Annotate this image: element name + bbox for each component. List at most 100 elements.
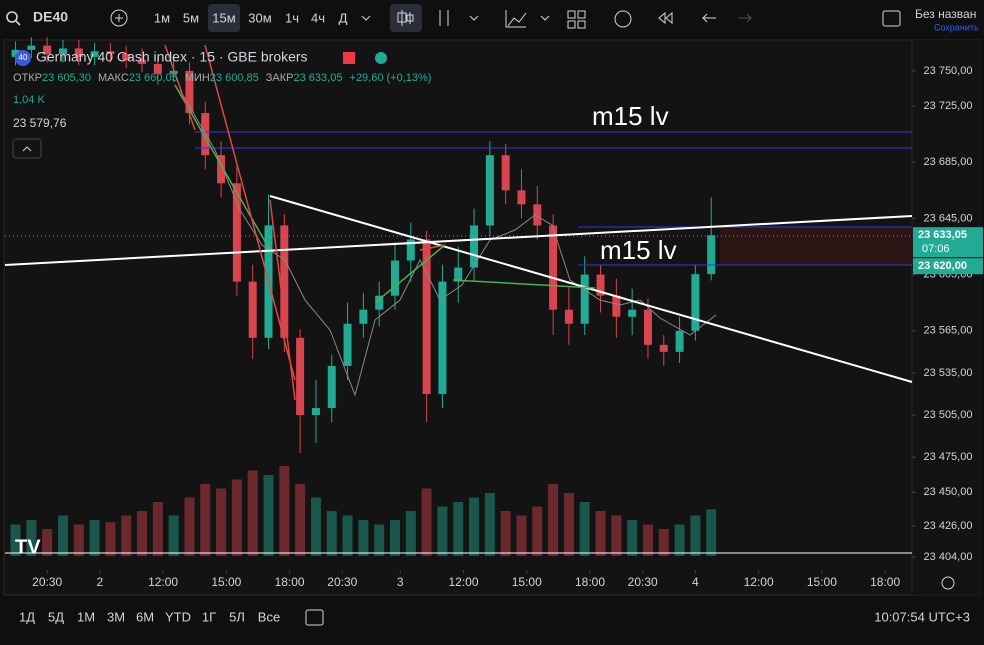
plot: 23 750,00 23 725,00 23 685,00 23 645,00 23 6… bbox=[10, 37, 983, 595]
candle-body bbox=[232, 183, 241, 282]
x-tick-label: 12:00 bbox=[448, 575, 478, 589]
range-button[interactable]: 6М bbox=[136, 609, 154, 624]
x-tick-label: 12:00 bbox=[744, 575, 774, 589]
volume-bar bbox=[310, 497, 321, 556]
volume-bar bbox=[326, 511, 337, 556]
candle-body bbox=[454, 267, 463, 282]
x-tick-label: 3 bbox=[397, 575, 404, 589]
range-button[interactable]: 1М bbox=[77, 609, 95, 624]
price-tag-sub: 07:06 bbox=[922, 243, 950, 255]
interval[interactable]: 1ч bbox=[285, 10, 299, 25]
volume-bar bbox=[421, 488, 432, 556]
trend-line bbox=[4, 215, 913, 266]
collapse-button[interactable] bbox=[12, 138, 42, 159]
candle-body bbox=[596, 274, 605, 296]
interval[interactable]: 15м bbox=[212, 10, 235, 25]
bar-icon[interactable] bbox=[439, 10, 449, 26]
candle-icon bbox=[397, 10, 414, 26]
interval[interactable]: 5м bbox=[183, 10, 199, 25]
range-button[interactable]: 1Д bbox=[19, 609, 35, 624]
volume-bar bbox=[563, 493, 574, 556]
volume-bar bbox=[627, 520, 638, 556]
candle-body bbox=[406, 239, 415, 261]
candle-body bbox=[691, 274, 700, 331]
replay-icon[interactable] bbox=[658, 11, 673, 25]
volume-bar bbox=[405, 511, 416, 556]
layout-icon[interactable] bbox=[567, 10, 586, 29]
candle-body bbox=[138, 59, 147, 64]
volume-bar bbox=[89, 520, 100, 556]
value: 23 660,05 bbox=[129, 72, 178, 84]
range-button[interactable]: 3М bbox=[107, 609, 125, 624]
change: +29,60 (+0,13%) bbox=[350, 72, 432, 84]
interval[interactable]: 30м bbox=[248, 10, 271, 25]
x-tick-label: 20:30 bbox=[32, 575, 62, 589]
status-dot bbox=[375, 52, 387, 64]
save-label[interactable]: Сохранить bbox=[934, 22, 979, 32]
y-tick-label: 23 725,00 bbox=[924, 100, 973, 112]
range-button[interactable]: 5Л bbox=[229, 609, 245, 624]
range-button[interactable]: YTD bbox=[165, 609, 191, 624]
candle-body bbox=[438, 281, 447, 394]
volume-bar bbox=[579, 502, 590, 556]
volume-bar bbox=[168, 515, 179, 556]
symbol[interactable]: DE40 bbox=[33, 9, 68, 25]
volume-bar bbox=[342, 515, 353, 556]
candle-body bbox=[280, 225, 289, 338]
candle-body bbox=[58, 48, 67, 55]
drawing-label: m15 lv bbox=[600, 235, 677, 265]
settings-icon[interactable] bbox=[941, 576, 955, 590]
candle-body bbox=[90, 51, 99, 57]
indicator-value: 23 579,76 bbox=[13, 116, 67, 130]
clock: 10:07:54 UTC+3 bbox=[874, 609, 970, 624]
y-tick-label: 23 426,00 bbox=[924, 520, 973, 532]
volume-bar bbox=[516, 515, 527, 556]
x-tick-label: 18:00 bbox=[575, 575, 605, 589]
price-tag-box bbox=[913, 258, 983, 275]
interval[interactable]: Д bbox=[339, 10, 348, 25]
chevron[interactable] bbox=[361, 15, 371, 21]
flag bbox=[343, 52, 355, 64]
indicators-icon[interactable] bbox=[505, 10, 527, 28]
volume-bar bbox=[358, 520, 369, 556]
add-symbol[interactable] bbox=[110, 9, 128, 27]
range-button[interactable]: 5Д bbox=[48, 609, 64, 624]
candle-body bbox=[707, 235, 716, 275]
date-range-icon[interactable] bbox=[305, 609, 324, 626]
volume-bar bbox=[611, 515, 622, 556]
candle-body bbox=[390, 260, 399, 296]
volume-bar bbox=[10, 524, 21, 556]
volume-bar bbox=[137, 511, 148, 556]
volume-bar bbox=[216, 488, 227, 556]
label: ЗАКР bbox=[266, 72, 294, 84]
segment bbox=[174, 84, 596, 303]
tv-logo: TV bbox=[15, 536, 41, 558]
bottom-bar: 10:07:54 UTC+3 1Д 5Д 1М 3М 6М YTD 1Г 5Л Все bbox=[19, 609, 970, 626]
x-tick-label: 15:00 bbox=[211, 575, 241, 589]
candle-body bbox=[106, 51, 115, 55]
price-axis bbox=[912, 40, 980, 595]
candle-body bbox=[612, 295, 621, 317]
range-button[interactable]: 1Г bbox=[202, 609, 216, 624]
interval[interactable]: 1м bbox=[154, 10, 170, 25]
x-tick-label: 20:30 bbox=[327, 575, 357, 589]
candle-body bbox=[422, 239, 431, 394]
alert-icon[interactable] bbox=[614, 10, 632, 28]
logo bbox=[15, 50, 31, 66]
volume-bar bbox=[105, 522, 116, 556]
chevron[interactable] bbox=[469, 15, 550, 21]
layout-save-icon[interactable] bbox=[882, 10, 901, 27]
layout-name[interactable]: Без назван bbox=[915, 7, 976, 21]
x-tick-label: 15:00 bbox=[807, 575, 837, 589]
undo-icon[interactable] bbox=[701, 13, 716, 23]
y-tick-label: 23 450,00 bbox=[924, 486, 973, 498]
candle-body bbox=[359, 309, 368, 324]
moving-average bbox=[179, 89, 717, 397]
redo-icon[interactable] bbox=[738, 13, 753, 23]
candle-body bbox=[217, 155, 226, 184]
interval[interactable]: 4ч bbox=[311, 10, 325, 25]
y-tick-label: 23 535,00 bbox=[924, 367, 973, 379]
search-icon[interactable] bbox=[6, 11, 18, 23]
range-button[interactable]: Все bbox=[258, 609, 280, 624]
volume-bar bbox=[57, 515, 68, 556]
